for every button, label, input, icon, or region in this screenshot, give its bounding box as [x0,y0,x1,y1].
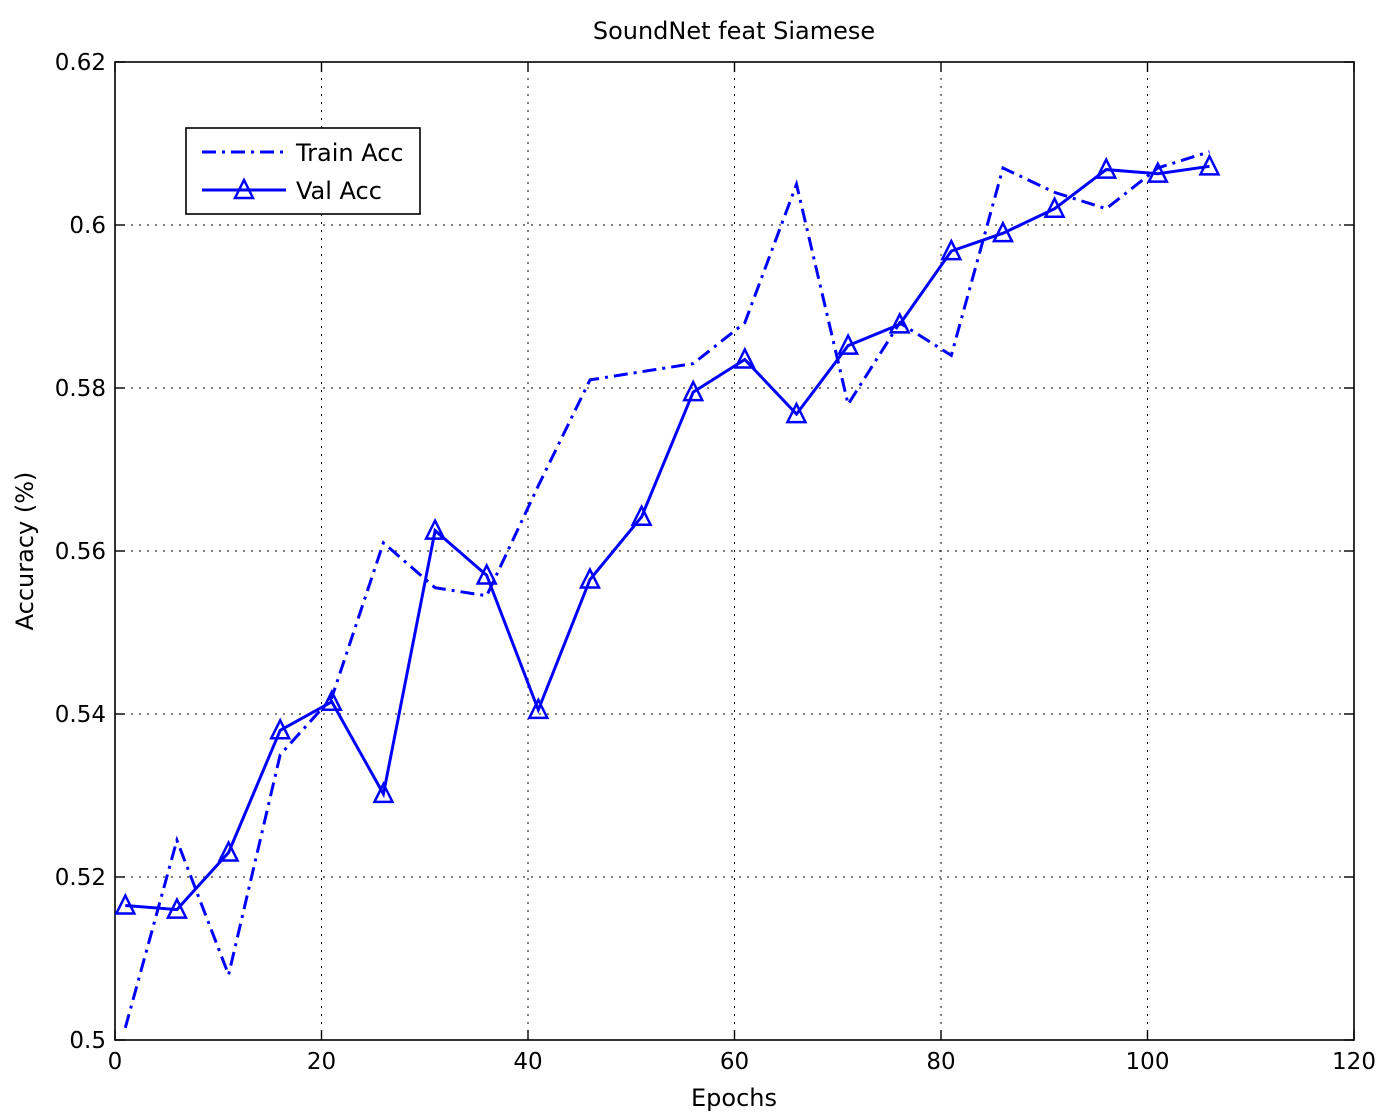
x-tick-label: 20 [307,1049,336,1075]
data-point-val-acc [475,562,498,585]
data-point-val-acc [682,379,705,402]
y-axis-label: Accuracy (%) [11,472,39,631]
grid-lines [115,62,1354,1040]
series-line-train-acc [123,150,1210,1029]
axis-ticks [114,61,1355,1041]
data-point-val-acc [630,503,653,527]
legend-val-marker [232,177,256,200]
data-point-val-acc [578,566,601,589]
data-point-val-acc [320,688,343,712]
data-point-val-acc [217,839,240,862]
x-tick-label: 0 [108,1049,123,1075]
series-layer [114,150,1221,1029]
data-point-val-acc [1095,156,1118,179]
legend-train-label: Train Acc [295,139,404,167]
x-tick-label: 120 [1332,1049,1376,1075]
data-point-val-acc [424,517,447,540]
data-point-val-acc [269,717,292,740]
y-tick-label: 0.54 [55,702,106,728]
legend-box [185,127,421,215]
series-line-val-acc [125,164,1210,912]
y-tick-label: 0.58 [55,376,106,402]
y-tick-label: 0.56 [55,539,106,565]
data-point-val-acc [940,238,963,261]
data-point-val-acc [527,697,550,720]
y-tick-label: 0.62 [55,50,106,76]
x-tick-label: 60 [720,1049,749,1075]
data-point-val-acc [991,220,1014,243]
x-tick-label: 100 [1126,1049,1170,1075]
data-point-val-acc [888,311,911,334]
data-point-val-acc [733,346,756,369]
data-point-val-acc [837,332,860,355]
y-tick-label: 0.6 [69,213,106,239]
chart-title: SoundNet feat Siamese [593,17,875,45]
legend-val-label: Val Acc [296,177,382,205]
y-tick-label: 0.52 [55,865,106,891]
legend: Train Acc Val Acc [185,127,421,215]
data-point-val-acc [1198,153,1221,176]
data-point-val-acc [1043,195,1066,218]
data-point-val-acc [785,401,808,424]
x-tick-label: 80 [926,1049,955,1075]
x-tick-label: 40 [513,1049,542,1075]
y-tick-labels: 0.5 0.52 0.54 0.56 0.58 0.6 0.62 [55,50,106,1054]
y-tick-label: 0.5 [69,1028,106,1054]
data-point-val-acc [1146,160,1169,183]
data-point-val-acc [114,892,137,915]
x-axis-label: Epochs [691,1084,777,1112]
data-point-val-acc [372,781,395,804]
x-tick-labels: 0 20 40 60 80 100 120 [108,1049,1376,1075]
data-point-val-acc [165,896,188,919]
